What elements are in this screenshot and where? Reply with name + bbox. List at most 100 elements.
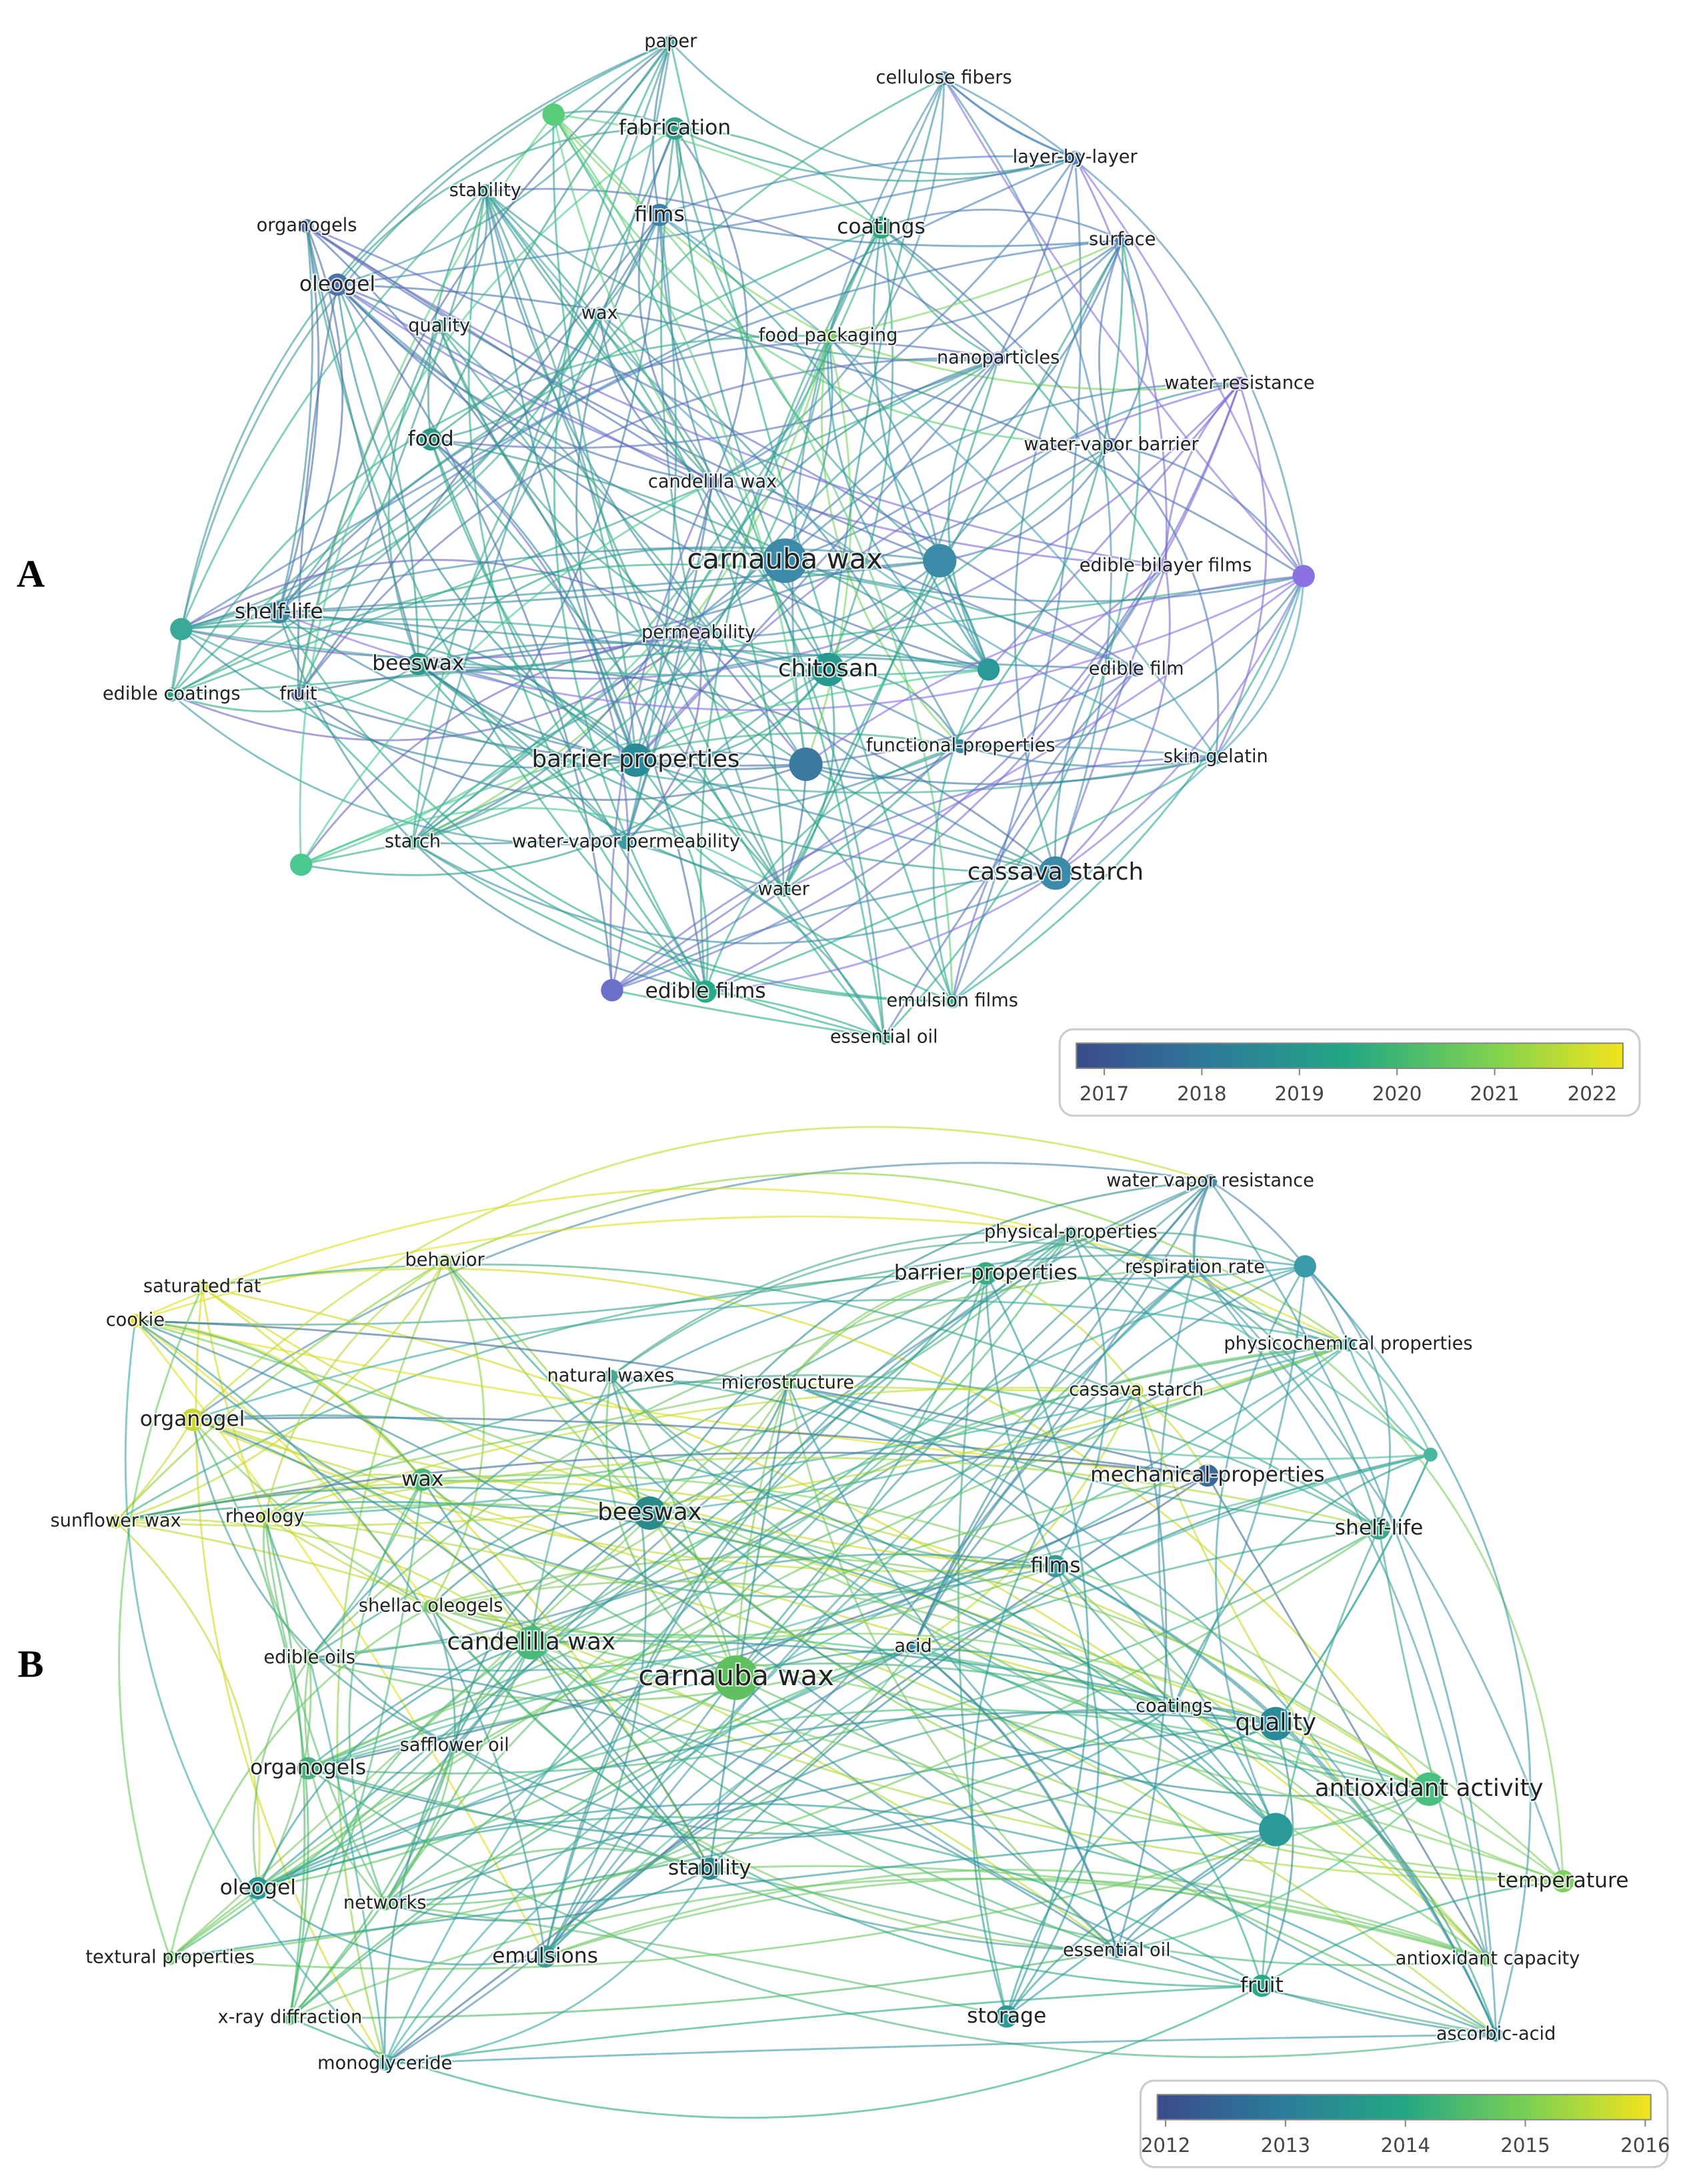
edge	[635, 759, 709, 992]
node	[870, 216, 893, 239]
edge	[124, 1320, 386, 2065]
edge	[960, 745, 1216, 759]
edge	[1194, 1267, 1489, 1960]
edge	[297, 694, 953, 1003]
edge	[135, 1320, 1488, 1961]
edge	[1206, 1474, 1489, 1960]
node	[405, 835, 420, 850]
edge	[337, 157, 1076, 286]
edge	[659, 213, 1123, 247]
edge	[135, 1215, 1072, 1322]
node-label: stability	[668, 1856, 751, 1880]
edge	[652, 41, 672, 215]
node	[977, 658, 1000, 681]
edge	[1116, 1390, 1168, 1951]
edge	[277, 225, 320, 613]
node	[109, 1514, 123, 1528]
edge	[705, 756, 1217, 993]
edge	[180, 41, 671, 630]
edge	[782, 669, 835, 891]
node-label: coatings	[1136, 1696, 1212, 1717]
edge	[430, 1580, 1175, 1708]
node-label: water-vapor permeability	[512, 832, 740, 852]
node-label: physicochemical properties	[1224, 1333, 1472, 1354]
edge	[735, 1272, 987, 1679]
edge	[417, 642, 962, 748]
edge	[1173, 1453, 1431, 1708]
node-label: edible film	[1089, 658, 1184, 679]
node	[164, 688, 179, 702]
edge	[336, 283, 613, 990]
node-label: microstructure	[721, 1372, 854, 1393]
node-label: organogels	[250, 1756, 366, 1780]
edge	[115, 1500, 1175, 1708]
node	[1552, 1870, 1574, 1893]
edge	[298, 694, 806, 767]
edge	[827, 335, 941, 562]
edge	[985, 1272, 1090, 2017]
node	[694, 980, 717, 1003]
edge	[309, 1266, 1196, 1659]
node-label: respiration rate	[1125, 1256, 1265, 1277]
edge	[289, 1985, 1263, 2119]
edge	[306, 225, 1137, 671]
node	[163, 1951, 177, 1965]
edge	[881, 208, 1123, 241]
node-label: skin gelatin	[1164, 746, 1268, 767]
edge	[951, 668, 1138, 1002]
edge	[531, 1232, 1072, 1644]
edge	[169, 1474, 1208, 1959]
edge	[171, 632, 699, 742]
edge	[181, 559, 699, 634]
edge	[943, 77, 1076, 159]
node-label: fabrication	[619, 116, 731, 140]
edge	[787, 1382, 1497, 2036]
node	[326, 273, 349, 296]
edge	[675, 127, 882, 229]
edge	[429, 439, 953, 1002]
edge	[705, 990, 885, 1039]
edge	[697, 632, 807, 766]
edge	[828, 239, 1124, 337]
node	[1129, 662, 1144, 677]
node-label: x-ray diffraction	[218, 2007, 363, 2027]
node-label: essential oil	[830, 1026, 938, 1047]
edge	[912, 1343, 1349, 1648]
edge	[609, 1230, 1071, 1378]
edge	[336, 127, 675, 285]
legend-tick-label: 2018	[1177, 1082, 1226, 1105]
edge	[553, 110, 675, 129]
edge	[635, 77, 945, 761]
edge	[1054, 1232, 1108, 1567]
node-label: beeswax	[372, 652, 464, 676]
edge	[986, 1265, 1306, 1280]
node-label: shellac oleogels	[359, 1596, 503, 1616]
edge	[308, 1658, 386, 2065]
edge	[422, 1474, 1564, 1883]
edge	[784, 382, 1240, 562]
edge	[309, 1254, 1306, 1659]
node	[1203, 1174, 1218, 1188]
node-label: emulsions	[492, 1944, 598, 1968]
edge	[169, 1605, 431, 1959]
edge	[828, 668, 962, 747]
node-label: fruit	[279, 684, 317, 704]
edge	[181, 628, 989, 678]
edge	[948, 357, 1000, 670]
edge	[609, 1376, 737, 1679]
edge	[192, 1418, 1174, 1709]
node	[691, 626, 706, 641]
node-label: cassava starch	[968, 858, 1144, 886]
edge	[115, 1520, 261, 1889]
edge	[1275, 1454, 1432, 1725]
edge	[1070, 1232, 1432, 1456]
edge	[169, 1829, 1276, 1959]
node	[974, 1262, 998, 1285]
edge	[289, 1950, 1118, 2019]
node	[1341, 1337, 1356, 1352]
edge	[429, 439, 707, 992]
edge	[659, 214, 1217, 758]
edge	[635, 751, 806, 766]
legends: 2017 2018 2019 2020 2021 2022 2012 2013 2014 2015…	[1058, 1028, 1670, 2169]
